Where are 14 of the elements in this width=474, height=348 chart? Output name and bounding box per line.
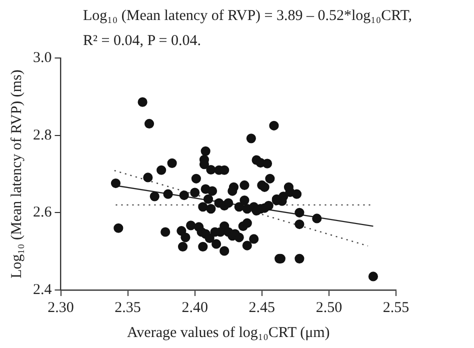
x-tick-label: 2.30: [48, 300, 74, 316]
y-axis-title: Log₁₀ (Mean latency of RVP) (ms): [8, 70, 25, 278]
x-tick-label: 2.55: [382, 300, 410, 316]
chart-subtitle: R² = 0.04, P = 0.04.: [83, 33, 201, 49]
y-tick-label: 2.4: [33, 282, 52, 298]
x-tick-label: 2.40: [182, 300, 208, 316]
y-tick-label: 3.0: [33, 50, 52, 66]
x-tick-label: 2.50: [316, 300, 342, 316]
y-tick-label: 2.8: [33, 127, 52, 144]
chart-title: Log₁₀ (Mean latency of RVP) = 3.89 – 0.52*log₁₀CRT,: [83, 8, 412, 24]
x-tick-label: 2.35: [114, 300, 141, 316]
x-tick-label: 2.45: [248, 300, 276, 316]
x-axis-title: Average values of log₁₀CRT (μm): [126, 324, 330, 341]
y-tick-label: 2.6: [33, 204, 52, 221]
